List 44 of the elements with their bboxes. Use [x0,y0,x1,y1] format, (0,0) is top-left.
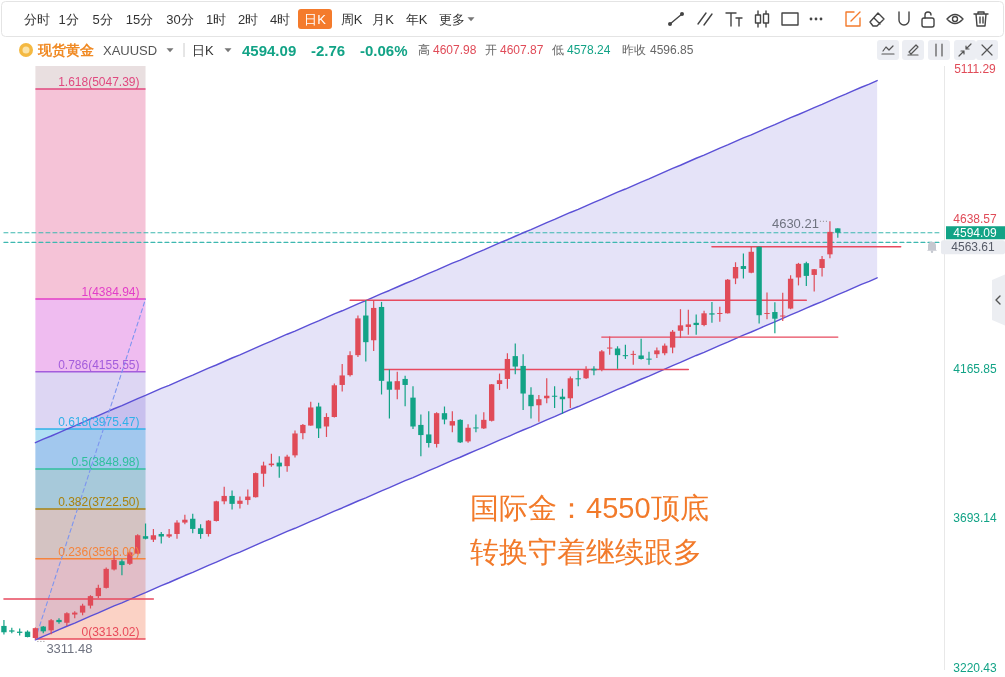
y-tick-label: 4638.57 [953,211,998,226]
data-label: 4594.09 [953,225,998,240]
text: 开 [485,43,497,57]
chart-subtitle: XAUUSD [103,42,158,58]
text: 低 [552,43,564,57]
y-tick-label: 5111.29 [954,61,997,76]
y-tick-label: 3220.43 [953,661,998,676]
text: 30分 [166,11,194,27]
ref-line-label: 1(4384.94) [81,285,140,300]
annotation: 3311.48 [46,640,93,656]
ref-line-label: 0.382(3722.50) [58,495,140,510]
text: 4607.87 [500,43,544,57]
text: 更多 [439,11,465,27]
ref-line-label: 1.618(5047.39) [58,75,140,90]
text: 周K [340,11,363,27]
text: 1分 [58,11,79,27]
text: 日K [192,42,214,58]
text: 高 [418,43,430,57]
text: 5分 [92,11,113,27]
text: -2.76 [311,41,346,59]
text: 昨收 [622,43,646,57]
ref-line-label: 0.5(3848.98) [71,454,140,469]
text: -0.06% [360,41,408,59]
y-tick-label: 3693.14 [953,511,998,526]
chart-title: 现货黄金 [37,42,95,58]
text: 1时 [205,11,227,27]
text: 4时 [269,11,291,27]
text: 分时 [23,11,50,27]
text: 年K [405,11,428,27]
y-tick-label: 4165.85 [953,361,998,376]
text: 2时 [237,11,259,27]
text: 4594.09 [242,41,297,59]
text: 4578.24 [567,43,611,57]
text: 15分 [125,11,154,27]
annotation: 转换守着继续跟多 [470,536,702,568]
annotation: 国际金：4550顶底 [470,492,709,524]
ref-line-label: 0(3313.02) [81,624,140,639]
text: 4607.98 [433,43,477,57]
data-label: 4563.61 [951,240,996,255]
ref-line-label: 0.786(4155.55) [58,357,140,372]
text: 月K [372,11,395,27]
text: 4596.85 [650,43,694,57]
annotation: 4630.21 [771,215,819,231]
text: 日K [304,11,327,27]
